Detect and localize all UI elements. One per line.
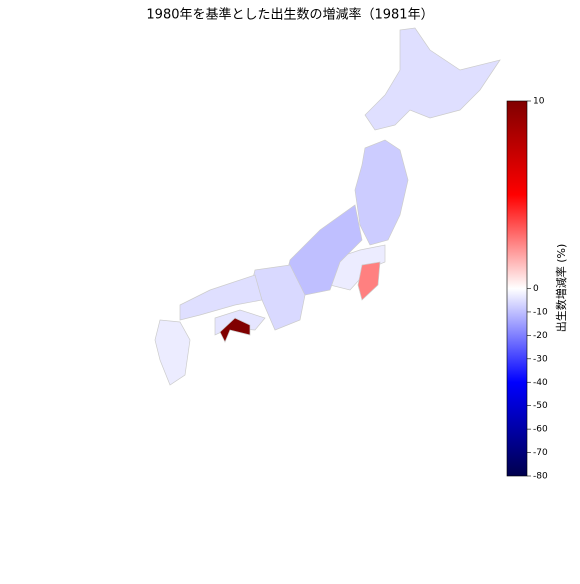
region xyxy=(364,27,501,131)
colorbar-label: 出生数増減率 (%) xyxy=(554,244,568,333)
region xyxy=(179,274,263,321)
region xyxy=(154,319,191,386)
colorbar-tick-label: -20 xyxy=(533,331,548,341)
colorbar-axis: 10 0 -10 -20 -30 -40 -50 -60 -70 -80 xyxy=(527,97,548,482)
region xyxy=(354,139,409,246)
colorbar-tick-label: -60 xyxy=(533,425,548,435)
region xyxy=(219,317,251,343)
region xyxy=(357,261,381,301)
colorbar-tick-label: 10 xyxy=(533,97,545,107)
colorbar-tick-label: -30 xyxy=(533,354,548,364)
map xyxy=(154,27,501,386)
colorbar-tick-label: -50 xyxy=(533,401,548,411)
colorbar-tick-label: -70 xyxy=(533,448,548,458)
colorbar-tick-label: -10 xyxy=(533,307,548,317)
map-title: 1980年を基準とした出生数の増減率（1981年） xyxy=(146,7,433,23)
colorbar xyxy=(506,100,528,477)
colorbar-tick-label: -80 xyxy=(533,472,548,482)
colorbar-tick-label: 0 xyxy=(533,284,539,294)
colorbar-tick-label: -40 xyxy=(533,378,548,388)
